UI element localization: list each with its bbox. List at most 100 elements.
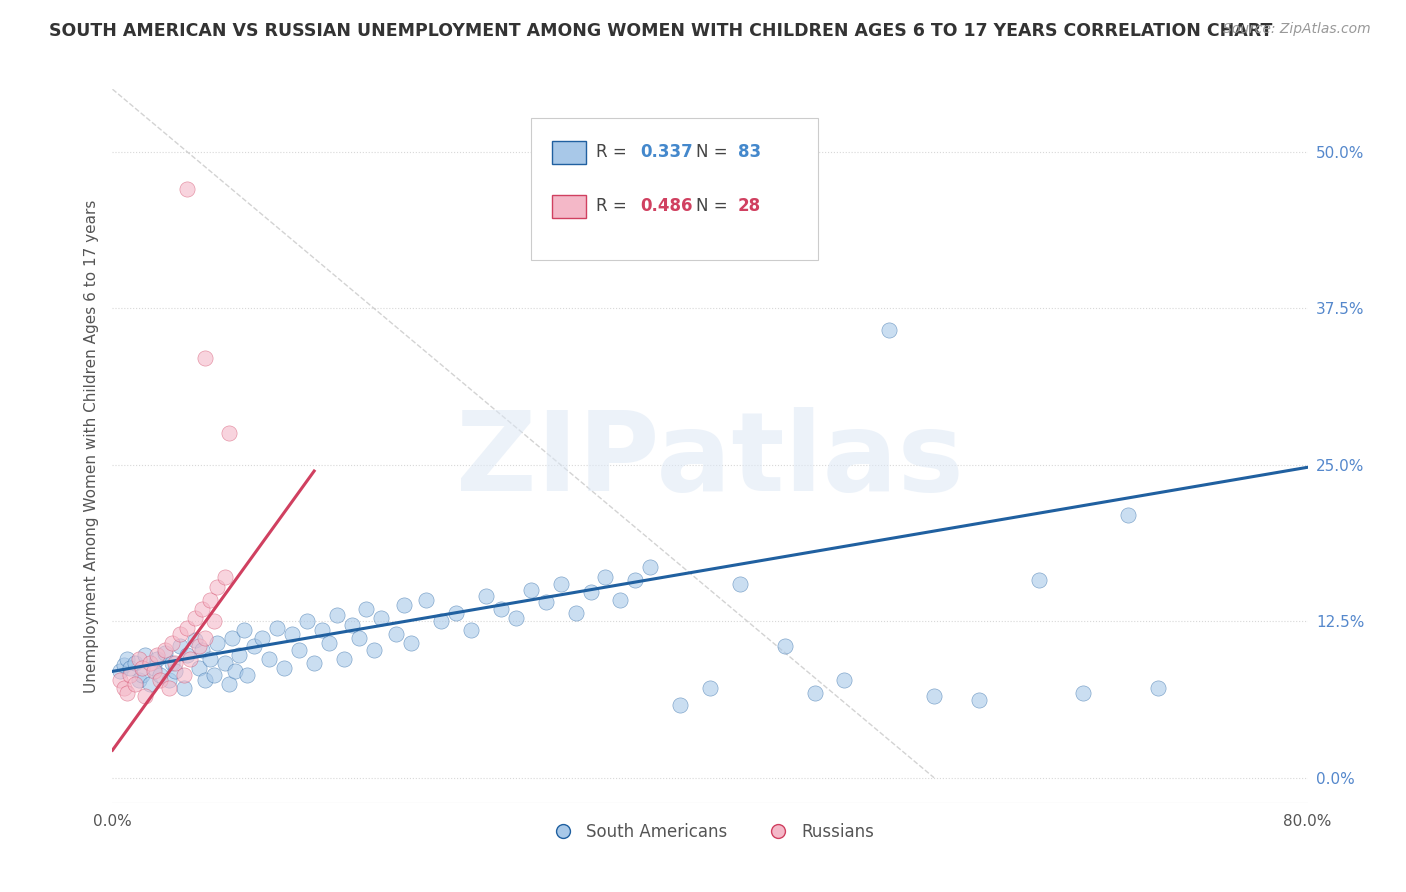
Point <box>146 652 169 666</box>
Point <box>131 668 153 682</box>
Point <box>149 673 172 687</box>
Point <box>243 640 266 654</box>
FancyBboxPatch shape <box>553 194 586 218</box>
Point <box>176 648 198 662</box>
Point <box>188 640 211 654</box>
FancyBboxPatch shape <box>531 118 818 260</box>
Point <box>281 627 304 641</box>
Text: 83: 83 <box>738 143 761 161</box>
Point <box>134 690 156 704</box>
Point <box>669 698 692 713</box>
Point <box>128 673 150 687</box>
Point <box>266 621 288 635</box>
Point <box>157 681 180 695</box>
Point <box>169 627 191 641</box>
Point <box>699 681 721 695</box>
Point <box>460 623 482 637</box>
Point <box>363 643 385 657</box>
Point <box>595 570 617 584</box>
Point <box>173 681 195 695</box>
Point <box>157 673 180 687</box>
Point <box>194 673 217 687</box>
Point <box>191 601 214 615</box>
Point <box>117 685 139 699</box>
Point <box>214 656 236 670</box>
Point <box>179 652 201 666</box>
Point <box>165 656 187 670</box>
Point <box>356 601 378 615</box>
Point <box>288 643 311 657</box>
Point <box>340 618 363 632</box>
Point <box>834 673 856 687</box>
Point <box>108 673 131 687</box>
Point <box>318 635 340 649</box>
Point <box>162 635 183 649</box>
Text: 0.486: 0.486 <box>641 196 693 214</box>
Point <box>385 627 408 641</box>
Point <box>143 660 166 674</box>
Point <box>114 681 135 695</box>
Point <box>173 668 195 682</box>
Point <box>579 585 602 599</box>
Point <box>1028 573 1050 587</box>
Point <box>922 690 945 704</box>
Point <box>967 693 990 707</box>
Point <box>1118 508 1140 522</box>
Point <box>392 598 415 612</box>
Point <box>183 633 205 648</box>
FancyBboxPatch shape <box>553 141 586 164</box>
Point <box>444 606 467 620</box>
Point <box>609 593 631 607</box>
Point <box>624 573 647 587</box>
Point <box>430 614 453 628</box>
Point <box>228 648 250 662</box>
Point <box>120 668 142 682</box>
Point <box>475 589 498 603</box>
Point <box>143 665 166 679</box>
Point <box>1147 681 1170 695</box>
Point <box>139 677 162 691</box>
Point <box>347 631 370 645</box>
Point <box>773 640 796 654</box>
Text: ZIPatlas: ZIPatlas <box>456 407 965 514</box>
Point <box>134 648 156 662</box>
Point <box>370 610 392 624</box>
Point <box>415 593 437 607</box>
Legend: South Americans, Russians: South Americans, Russians <box>540 817 880 848</box>
Y-axis label: Unemployment Among Women with Children Ages 6 to 17 years: Unemployment Among Women with Children A… <box>83 199 98 693</box>
Point <box>1073 685 1095 699</box>
Text: N =: N = <box>696 143 733 161</box>
Point <box>191 643 214 657</box>
Point <box>325 607 347 622</box>
Point <box>188 660 211 674</box>
Point <box>146 648 169 662</box>
Point <box>233 623 256 637</box>
Point <box>640 560 662 574</box>
Point <box>295 614 318 628</box>
Point <box>120 660 142 674</box>
Point <box>124 677 146 691</box>
Text: Source: ZipAtlas.com: Source: ZipAtlas.com <box>1223 22 1371 37</box>
Point <box>131 660 153 674</box>
Text: R =: R = <box>596 196 633 214</box>
Point <box>202 614 225 628</box>
Text: 0.337: 0.337 <box>641 143 693 161</box>
Point <box>153 646 176 660</box>
Point <box>176 182 198 196</box>
Point <box>879 322 901 336</box>
Point <box>124 656 146 670</box>
Point <box>218 677 240 691</box>
Point <box>194 351 217 366</box>
Point <box>205 635 228 649</box>
Point <box>198 652 221 666</box>
Point <box>489 601 512 615</box>
Point <box>250 631 273 645</box>
Point <box>169 640 191 654</box>
Point <box>108 665 131 679</box>
Point <box>114 658 135 673</box>
Point <box>117 652 139 666</box>
Point <box>520 582 543 597</box>
Point <box>214 570 236 584</box>
Point <box>202 668 225 682</box>
Point <box>149 668 172 682</box>
